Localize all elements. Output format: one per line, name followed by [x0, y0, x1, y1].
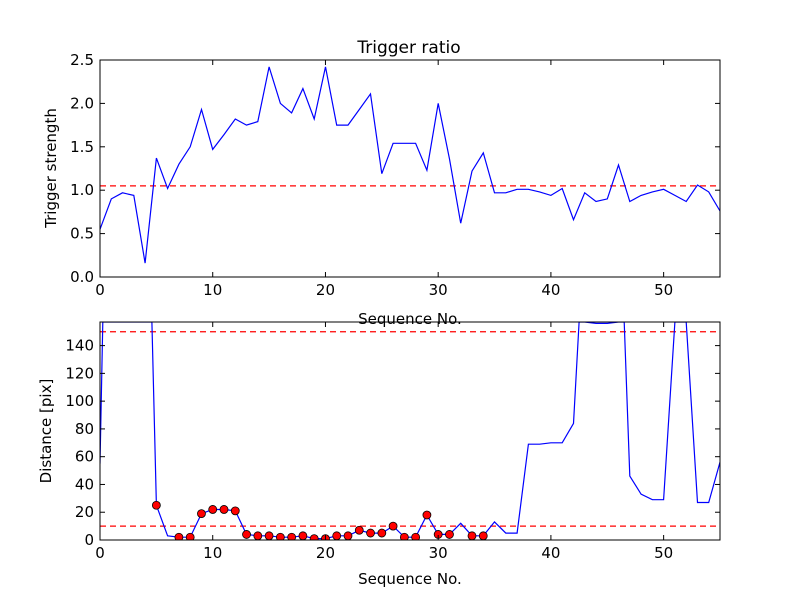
- data-marker: [253, 531, 263, 540]
- y-tick-label: 0: [84, 531, 94, 549]
- data-marker: [309, 534, 319, 540]
- series-line-0: [100, 66, 720, 264]
- data-marker: [275, 532, 285, 540]
- data-marker: [478, 531, 488, 540]
- y-tick-label: 20: [75, 503, 94, 521]
- plot-area-distance: [100, 322, 720, 540]
- chart-distance: 0 10 20 30 40 50 0 20 40 60 80 100 120 140 Sequence N…: [37, 321, 721, 588]
- x-tick-label: 50: [654, 544, 673, 562]
- y-tick-label: 120: [65, 364, 94, 382]
- data-marker: [219, 505, 229, 514]
- y-tick-label: 1.5: [70, 138, 94, 156]
- y-tick-label: 60: [75, 448, 94, 466]
- data-marker: [388, 521, 398, 531]
- data-marker: [467, 531, 477, 540]
- data-marker: [242, 530, 251, 539]
- x-tick-label: 20: [316, 281, 335, 299]
- data-marker: [151, 500, 161, 510]
- data-marker: [174, 532, 184, 540]
- y-axis-label-trigger: Trigger strength: [42, 108, 60, 229]
- x-tick-label: 50: [654, 281, 673, 299]
- data-marker: [377, 528, 387, 538]
- y-tick-label: 2.0: [70, 94, 94, 112]
- series-line-0: [100, 322, 720, 540]
- chart-title: Trigger ratio: [356, 38, 460, 58]
- axes-frame-trigger: [99, 59, 721, 278]
- x-tick-label: 0: [95, 544, 105, 562]
- data-marker: [185, 532, 195, 540]
- y-tick-label: 2.5: [70, 51, 94, 69]
- y-tick-label: 1.0: [70, 181, 94, 199]
- axis-ticks-distance: 0 10 20 30 40 50 0 20 40 60 80 100 120 140: [65, 322, 720, 562]
- data-marker: [343, 531, 353, 540]
- data-marker: [287, 532, 297, 540]
- x-tick-label: 20: [316, 544, 335, 562]
- data-marker: [366, 528, 375, 538]
- axes-frame-distance: [99, 321, 721, 541]
- y-tick-label: 80: [75, 420, 94, 438]
- data-marker: [399, 532, 409, 540]
- y-axis-label-distance: Distance [pix]: [37, 379, 55, 484]
- data-marker: [411, 532, 421, 540]
- x-tick-label: 10: [203, 281, 222, 299]
- data-marker: [197, 509, 206, 519]
- data-marker: [354, 525, 364, 535]
- y-tick-label: 140: [65, 337, 94, 355]
- plot-area-trigger: [100, 66, 720, 264]
- x-tick-label: 40: [541, 281, 560, 299]
- x-axis-label-distance: Sequence No.: [358, 570, 462, 588]
- x-tick-label: 30: [429, 544, 448, 562]
- axis-ticks-trigger: 0 10 20 30 40 50 0.0 0.5 1.0 1.5 2.0 2.5: [70, 51, 720, 299]
- x-tick-label: 30: [429, 281, 448, 299]
- y-tick-label: 0.0: [70, 268, 94, 286]
- x-axis-label-trigger: Sequence No.: [358, 310, 462, 328]
- data-marker: [264, 531, 274, 540]
- x-tick-label: 10: [203, 544, 222, 562]
- data-marker: [445, 530, 454, 539]
- y-tick-label: 0.5: [70, 225, 94, 243]
- data-marker: [208, 505, 218, 514]
- x-tick-label: 40: [541, 544, 560, 562]
- data-marker: [230, 506, 240, 516]
- data-marker: [332, 531, 342, 540]
- x-tick-label: 0: [95, 281, 105, 299]
- data-marker: [422, 510, 432, 520]
- data-marker: [298, 531, 308, 540]
- y-tick-label: 40: [75, 475, 94, 493]
- chart-trigger-ratio: Trigger ratio 0 10 20 30 40 50 0.0 0.5 1.0 1.5 2.0…: [42, 38, 721, 328]
- y-tick-label: 100: [65, 392, 94, 410]
